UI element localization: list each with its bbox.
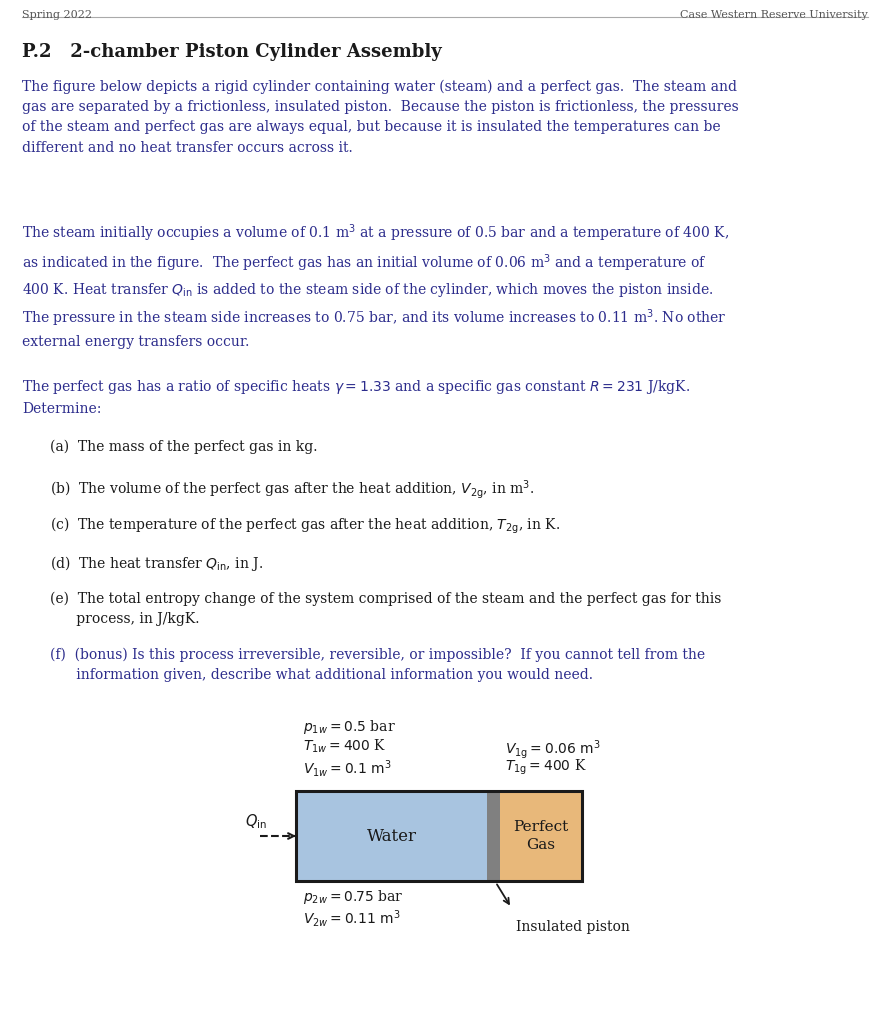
Text: Case Western Reserve University: Case Western Reserve University bbox=[680, 10, 868, 20]
Text: $Q_\mathrm{in}$: $Q_\mathrm{in}$ bbox=[245, 812, 267, 832]
Text: P.2   2-chamber Piston Cylinder Assembly: P.2 2-chamber Piston Cylinder Assembly bbox=[22, 43, 441, 61]
Text: Insulated piston: Insulated piston bbox=[515, 920, 629, 934]
Text: (b)  The volume of the perfect gas after the heat addition, $V_{2\mathrm{g}}$, i: (b) The volume of the perfect gas after … bbox=[50, 478, 534, 500]
Text: (c)  The temperature of the perfect gas after the heat addition, $T_{2\mathrm{g}: (c) The temperature of the perfect gas a… bbox=[50, 516, 560, 536]
Text: (a)  The mass of the perfect gas in kg.: (a) The mass of the perfect gas in kg. bbox=[50, 440, 318, 455]
Text: $V_{1w} = 0.1\ \mathrm{m}^3$: $V_{1w} = 0.1\ \mathrm{m}^3$ bbox=[303, 758, 392, 779]
Text: $T_{1\mathrm{g}} = 400$ K: $T_{1\mathrm{g}} = 400$ K bbox=[505, 758, 587, 777]
Text: $p_{1w} = 0.5$ bar: $p_{1w} = 0.5$ bar bbox=[303, 718, 396, 736]
Bar bbox=[296, 791, 582, 881]
Bar bbox=[500, 791, 582, 881]
Text: The perfect gas has a ratio of specific heats $\gamma = 1.33$ and a specific gas: The perfect gas has a ratio of specific … bbox=[22, 378, 690, 416]
Text: $T_{1w} = 400$ K: $T_{1w} = 400$ K bbox=[303, 738, 386, 756]
Text: $p_{2w} = 0.75$ bar: $p_{2w} = 0.75$ bar bbox=[303, 888, 403, 906]
Text: (e)  The total entropy change of the system comprised of the steam and the perfe: (e) The total entropy change of the syst… bbox=[50, 592, 722, 626]
Text: $V_{2w} = 0.11\ \mathrm{m}^3$: $V_{2w} = 0.11\ \mathrm{m}^3$ bbox=[303, 908, 400, 929]
Text: The figure below depicts a rigid cylinder containing water (steam) and a perfect: The figure below depicts a rigid cylinde… bbox=[22, 80, 739, 155]
Text: $V_{1\mathrm{g}} = 0.06\ \mathrm{m}^3$: $V_{1\mathrm{g}} = 0.06\ \mathrm{m}^3$ bbox=[505, 738, 601, 761]
Text: Spring 2022: Spring 2022 bbox=[22, 10, 92, 20]
Text: (f)  (bonus) Is this process irreversible, reversible, or impossible?  If you ca: (f) (bonus) Is this process irreversible… bbox=[50, 648, 705, 683]
Bar bbox=[487, 791, 500, 881]
Bar bbox=[296, 791, 487, 881]
Text: Water: Water bbox=[367, 828, 417, 845]
Text: Perfect
Gas: Perfect Gas bbox=[514, 820, 569, 852]
Text: The steam initially occupies a volume of 0.1 m$^3$ at a pressure of 0.5 bar and : The steam initially occupies a volume of… bbox=[22, 222, 729, 349]
Text: (d)  The heat transfer $Q_\mathrm{in}$, in J.: (d) The heat transfer $Q_\mathrm{in}$, i… bbox=[50, 554, 263, 573]
